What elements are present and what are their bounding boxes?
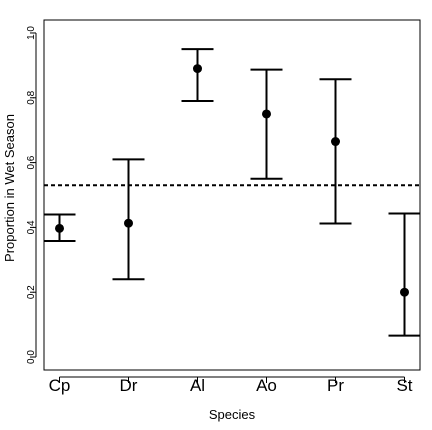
y-axis-label: Proportion in Wet Season (2, 114, 17, 262)
y-tick-label: 0.2 (26, 285, 37, 299)
x-axis: Cp Dr Al Ao Pr St (49, 376, 413, 395)
x-tick-label: Al (190, 376, 205, 395)
y-tick-label: 0.8 (26, 90, 37, 104)
y-tick-label: 1.0 (26, 26, 37, 40)
x-tick-label: Ao (256, 376, 277, 395)
data-marks (43, 48, 421, 337)
y-axis: 0.0 0.2 0.4 0.6 0.8 1.0 (26, 26, 37, 364)
x-tick-label: Dr (120, 376, 138, 395)
y-tick-label: 0.0 (26, 350, 37, 364)
point-Pr (331, 137, 340, 147)
plot-frame (43, 19, 421, 371)
point-St (400, 287, 409, 297)
x-tick-label: Pr (327, 376, 344, 395)
point-Al (193, 64, 202, 74)
y-tick-label: 0.6 (26, 155, 37, 169)
x-axis-label: Species (209, 407, 256, 422)
point-Ao (262, 109, 271, 119)
x-tick-label: St (396, 376, 412, 395)
x-tick-label: Cp (49, 376, 71, 395)
y-tick-label: 0.4 (26, 220, 37, 234)
point-Cp (55, 223, 64, 233)
point-Dr (124, 218, 133, 228)
